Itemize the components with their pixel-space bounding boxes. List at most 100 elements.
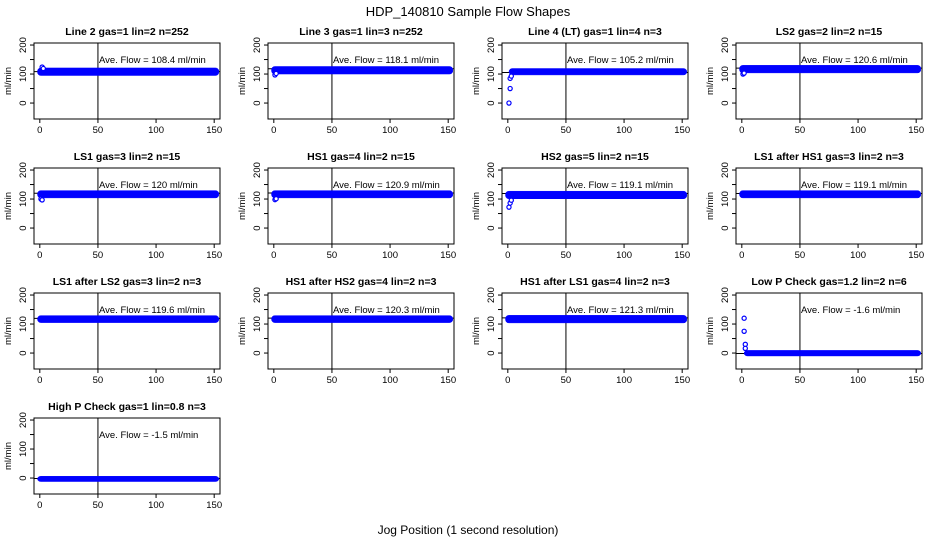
x-tick-label: 0 — [739, 125, 744, 136]
plot-grid: Line 2 gas=1 lin=2 n=252 0 100 200 0 50 100 150… — [0, 22, 936, 522]
y-axis-label: ml/min — [237, 67, 248, 95]
x-tick-label: 150 — [908, 250, 924, 261]
y-tick-label: 200 — [720, 287, 731, 303]
x-tick-label: 50 — [327, 375, 338, 386]
plot-box — [735, 42, 923, 120]
y-tick-label: 0 — [720, 225, 731, 230]
plot-box — [33, 292, 221, 370]
subplot-plot: LS1 gas=3 lin=2 n=15 0 100 200 0 50 100 150 ml/m… — [3, 151, 222, 261]
flow-band — [739, 65, 922, 74]
flow-band — [508, 68, 688, 76]
plot-box — [501, 167, 689, 245]
x-tick-label: 50 — [561, 250, 572, 261]
subplot-plot: Line 2 gas=1 lin=2 n=252 0 100 200 0 50 100 150… — [3, 26, 222, 136]
y-tick-label: 100 — [720, 66, 731, 82]
x-tick-label: 50 — [93, 125, 104, 136]
x-tick-label: 100 — [148, 125, 164, 136]
plot-box — [33, 42, 221, 120]
flow-band — [37, 315, 220, 323]
plot-box — [267, 167, 455, 245]
transient-point — [741, 315, 747, 321]
y-axis-label: ml/min — [705, 317, 716, 345]
x-tick-label: 150 — [674, 250, 690, 261]
y-axis-label: ml/min — [3, 67, 14, 95]
figure-title: HDP_140810 Sample Flow Shapes — [365, 4, 571, 19]
x-tick-label: 100 — [616, 250, 632, 261]
y-tick-label: 200 — [720, 162, 731, 178]
y-tick-label: 200 — [486, 162, 497, 178]
y-tick-label: 100 — [486, 66, 497, 82]
x-tick-label: 150 — [440, 250, 456, 261]
subplot-plot: Low P Check gas=1.2 lin=2 n=6 0 100 200 0 50 1… — [705, 276, 924, 386]
y-tick-label: 200 — [252, 287, 263, 303]
y-tick-label: 0 — [252, 225, 263, 230]
ave-flow-annotation: Ave. Flow = -1.5 ml/min — [99, 430, 198, 441]
x-tick-label: 0 — [271, 250, 276, 261]
flow-band — [37, 67, 220, 76]
subplot-plot: HS1 after HS2 gas=4 lin=2 n=3 0 100 200 0 50 1… — [237, 276, 456, 386]
y-tick-label: 200 — [720, 37, 731, 53]
y-axis-label: ml/min — [705, 192, 716, 220]
subplot-title: Line 3 gas=1 lin=3 n=252 — [299, 26, 423, 38]
x-tick-label: 150 — [206, 125, 222, 136]
subplot-title: LS1 after HS1 gas=3 lin=2 n=3 — [754, 151, 904, 163]
plot-box — [267, 292, 455, 370]
x-tick-label: 0 — [739, 375, 744, 386]
plot-box — [501, 292, 689, 370]
x-tick-label: 0 — [505, 125, 510, 136]
y-axis-label: ml/min — [237, 192, 248, 220]
x-tick-label: 150 — [908, 375, 924, 386]
x-tick-label: 50 — [795, 125, 806, 136]
x-tick-label: 0 — [37, 250, 42, 261]
x-tick-label: 50 — [561, 375, 572, 386]
y-axis-label: ml/min — [471, 67, 482, 95]
y-tick-label: 200 — [486, 287, 497, 303]
y-tick-label: 200 — [18, 37, 29, 53]
x-tick-label: 100 — [850, 250, 866, 261]
x-tick-label: 150 — [440, 125, 456, 136]
y-tick-label: 100 — [720, 191, 731, 207]
subplot-plot: LS2 gas=2 lin=2 n=15 0 100 200 0 50 100 150 ml/m… — [705, 26, 924, 136]
y-tick-label: 0 — [18, 100, 29, 105]
y-tick-label: 0 — [18, 350, 29, 355]
plot-box — [501, 42, 689, 120]
transient-point — [741, 328, 747, 334]
ave-flow-annotation: Ave. Flow = 120 ml/min — [99, 180, 198, 191]
y-tick-label: 200 — [18, 162, 29, 178]
y-axis-label: ml/min — [471, 317, 482, 345]
y-axis-label: ml/min — [3, 317, 14, 345]
y-axis-label: ml/min — [3, 192, 14, 220]
x-tick-label: 0 — [37, 125, 42, 136]
ave-flow-annotation: Ave. Flow = 121.3 ml/min — [567, 305, 674, 316]
y-tick-label: 100 — [486, 191, 497, 207]
subplot-cell: LS1 gas=3 lin=2 n=15 0 100 200 0 50 100 150 ml/m… — [0, 147, 234, 272]
x-tick-label: 150 — [206, 250, 222, 261]
y-tick-label: 100 — [18, 191, 29, 207]
subplot-title: HS1 after LS1 gas=4 lin=2 n=3 — [520, 276, 670, 288]
transient-point — [40, 65, 47, 72]
subplot-plot: High P Check gas=1 lin=0.8 n=3 0 100 200 0 50… — [3, 401, 222, 511]
y-tick-label: 200 — [252, 162, 263, 178]
subplot-cell: Line 2 gas=1 lin=2 n=252 0 100 200 0 50 100 150… — [0, 22, 234, 147]
plot-box — [735, 292, 923, 370]
x-tick-label: 150 — [206, 500, 222, 511]
plot-box — [33, 167, 221, 245]
y-tick-label: 100 — [18, 441, 29, 457]
subplot-cell: Line 4 (LT) gas=1 lin=4 n=3 0 100 200 0 50 100… — [468, 22, 702, 147]
subplot-title: HS2 gas=5 lin=2 n=15 — [541, 151, 649, 163]
flow-band — [739, 190, 922, 199]
subplot-plot: Line 4 (LT) gas=1 lin=4 n=3 0 100 200 0 50 100… — [471, 26, 690, 136]
subplot-plot: HS1 gas=4 lin=2 n=15 0 100 200 0 50 100 150 ml/m… — [237, 151, 456, 261]
ave-flow-annotation: Ave. Flow = 120.3 ml/min — [333, 305, 440, 316]
transient-point — [507, 85, 513, 92]
x-tick-label: 50 — [795, 375, 806, 386]
subplot-plot: HS1 after LS1 gas=4 lin=2 n=3 0 100 200 0 50 1… — [471, 276, 690, 386]
y-tick-label: 100 — [252, 191, 263, 207]
flow-band — [271, 315, 454, 323]
x-tick-label: 100 — [850, 375, 866, 386]
transient-point — [508, 197, 515, 203]
subplot-plot: LS1 after LS2 gas=3 lin=2 n=3 0 100 200 0 50 1… — [3, 276, 222, 386]
x-tick-label: 0 — [271, 125, 276, 136]
subplot-title: LS1 gas=3 lin=2 n=15 — [74, 151, 181, 163]
subplot-title: LS2 gas=2 lin=2 n=15 — [776, 26, 883, 38]
